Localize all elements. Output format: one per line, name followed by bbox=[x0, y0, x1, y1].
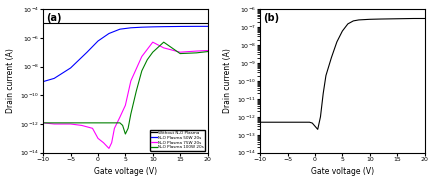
Y-axis label: Drain current (A): Drain current (A) bbox=[223, 48, 232, 113]
X-axis label: Gate voltage (V): Gate voltage (V) bbox=[311, 167, 374, 176]
Legend: Without N₂O Plasma, N₂O Plasma 50W 20s, N₂O Plasma 75W 20s, N₂O Plasma 100W 20s: Without N₂O Plasma, N₂O Plasma 50W 20s, … bbox=[150, 130, 205, 151]
X-axis label: Gate voltage (V): Gate voltage (V) bbox=[94, 167, 157, 176]
Text: (a): (a) bbox=[46, 13, 62, 23]
Y-axis label: Drain current (A): Drain current (A) bbox=[6, 48, 15, 113]
Text: (b): (b) bbox=[263, 13, 279, 23]
